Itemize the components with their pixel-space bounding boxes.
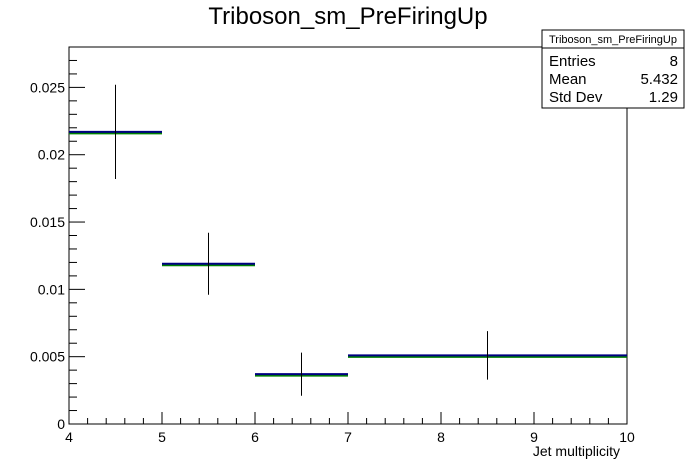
x-tick-label: 4 [65, 429, 73, 445]
chart-title: Triboson_sm_PreFiringUp [208, 3, 487, 30]
stats-box-title: Triboson_sm_PreFiringUp [549, 34, 677, 46]
histogram-bins [69, 84, 627, 396]
stats-mean-label: Mean [549, 71, 587, 88]
histogram-bin [162, 232, 255, 295]
stats-box: Triboson_sm_PreFiringUp Entries 8 Mean 5… [541, 29, 685, 109]
histogram-bin [69, 84, 162, 179]
stats-entries-label: Entries [549, 53, 596, 70]
y-tick-label: 0.015 [30, 214, 65, 230]
y-tick-label: 0.02 [38, 147, 65, 163]
stats-entries-value: 8 [670, 53, 678, 70]
x-tick-label: 10 [619, 429, 635, 445]
histogram-bin [348, 331, 627, 380]
y-tick-label: 0.025 [30, 79, 65, 95]
axes: 4 5 6 7 8 9 10 0 0.005 0.01 0.015 0.02 0.025 [30, 46, 635, 445]
x-tick-label: 6 [251, 429, 259, 445]
x-tick-label: 8 [437, 429, 445, 445]
y-tick-label: 0 [57, 416, 65, 432]
y-tick-label: 0.005 [30, 349, 65, 365]
x-tick-label: 5 [158, 429, 166, 445]
x-tick-label: 7 [344, 429, 352, 445]
y-tick-label: 0.01 [38, 281, 65, 297]
x-axis-title: Jet multiplicity [533, 443, 620, 459]
x-tick-label: 9 [530, 429, 538, 445]
stats-mean-value: 5.432 [640, 71, 678, 88]
stats-stddev-value: 1.29 [649, 89, 678, 106]
histogram-bin [255, 352, 348, 396]
stats-stddev-label: Std Dev [549, 89, 603, 106]
stats-box-frame [541, 29, 685, 109]
